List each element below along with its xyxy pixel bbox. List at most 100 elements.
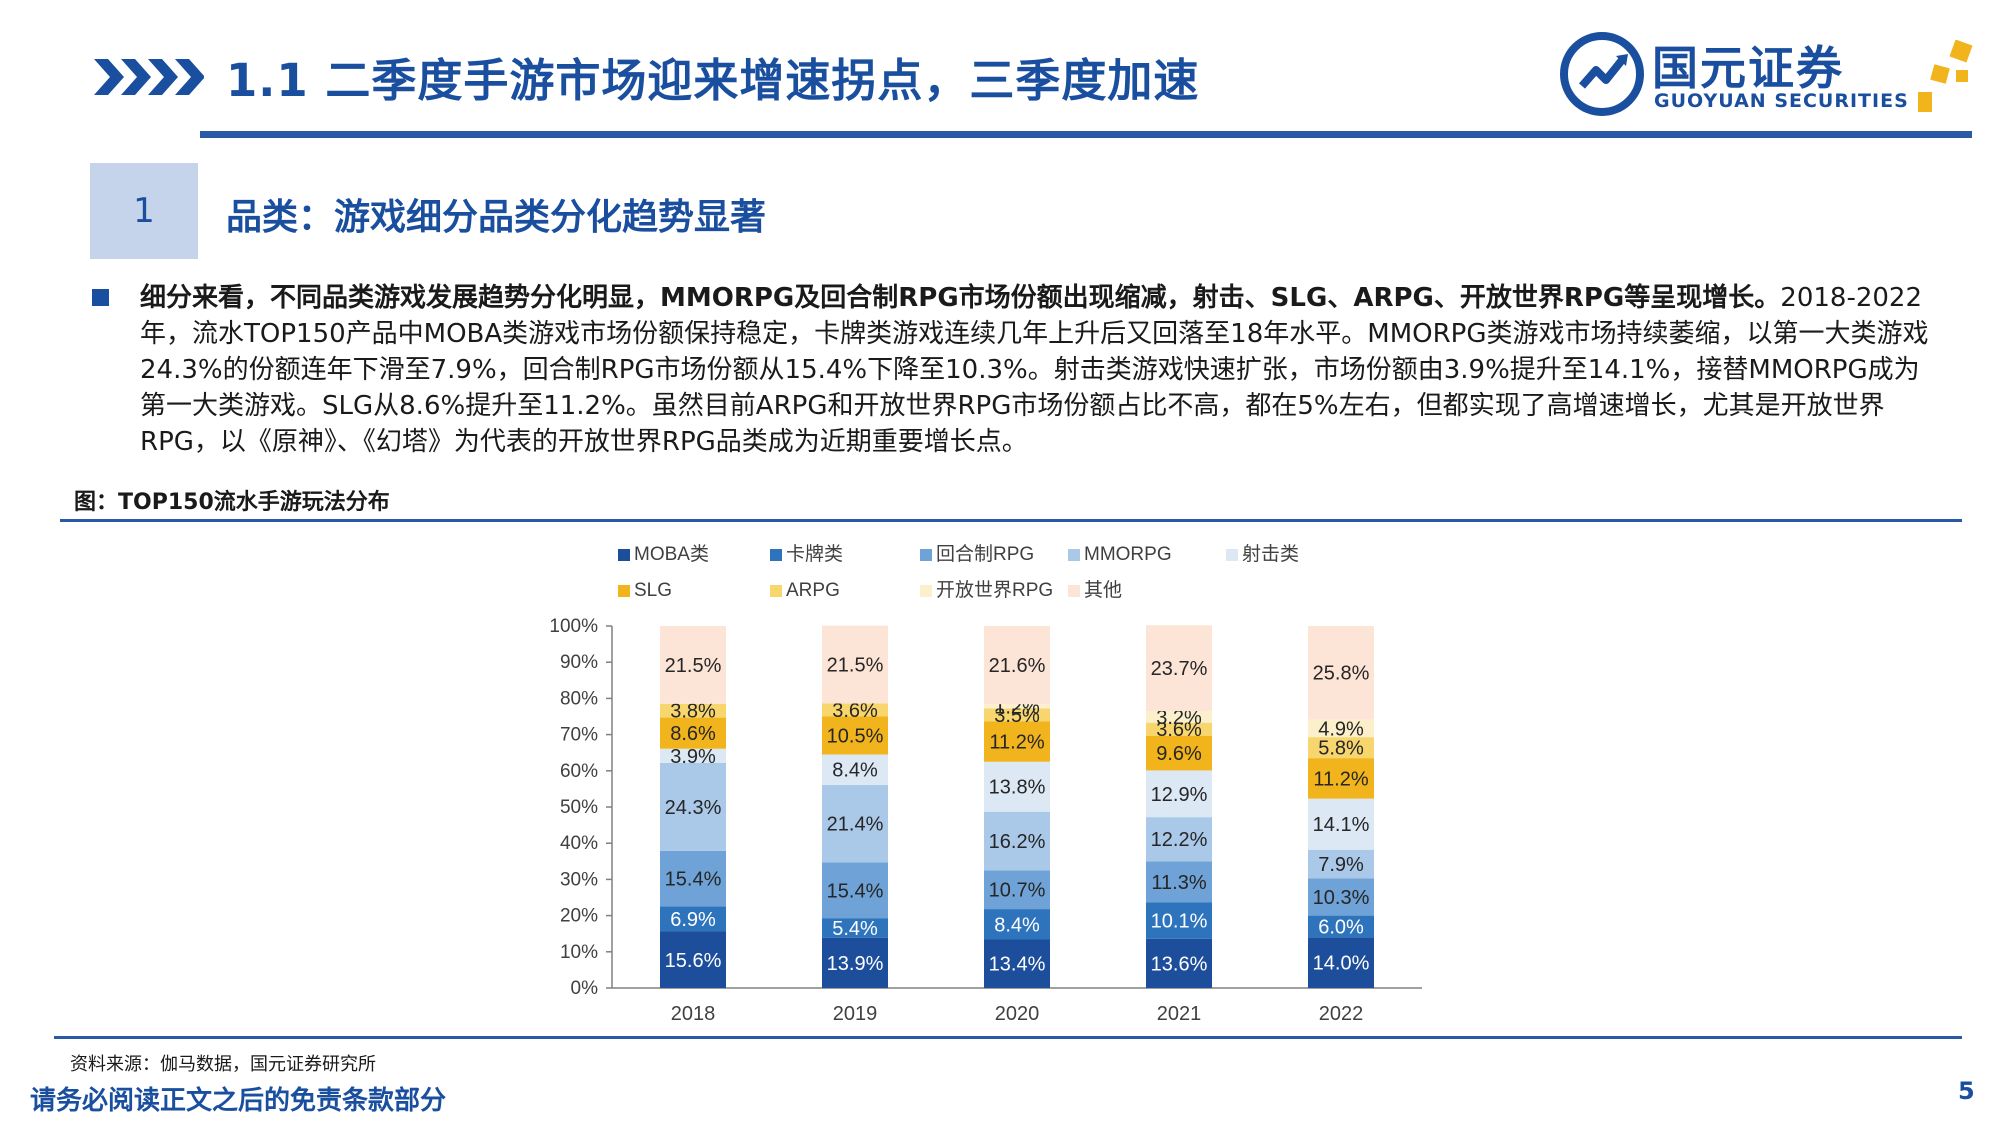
legend-label: 射击类 bbox=[1242, 543, 1299, 565]
bar-segment bbox=[984, 909, 1050, 940]
bar-segment bbox=[1308, 758, 1374, 799]
bar-segment bbox=[984, 939, 1050, 988]
legend-label: 开放世界RPG bbox=[936, 579, 1053, 601]
logo-emblem-icon bbox=[1560, 32, 1644, 116]
figure-caption: 图：TOP150流水手游玩法分布 bbox=[74, 490, 390, 515]
y-tick-label: 60% bbox=[560, 761, 598, 782]
data-label: 5.4% bbox=[832, 918, 878, 940]
legend-swatch bbox=[618, 585, 630, 597]
data-label: 14.0% bbox=[1313, 953, 1370, 975]
data-label: 10.1% bbox=[1151, 910, 1208, 932]
data-label: 6.9% bbox=[670, 909, 716, 931]
body-paragraph: 细分来看，不同品类游戏发展趋势分化明显，MMORPG及回合制RPG市场份额出现缩… bbox=[140, 280, 1940, 486]
disclaimer-link[interactable]: 请务必阅读正文之后的免责条款部分 bbox=[30, 1086, 447, 1116]
logo-text-cn: 国元证券 bbox=[1652, 41, 1844, 95]
y-tick-label: 80% bbox=[560, 688, 598, 709]
bar-segment bbox=[1146, 711, 1212, 723]
data-label: 11.3% bbox=[1151, 872, 1206, 894]
legend-label: SLG bbox=[634, 580, 672, 601]
data-label: 15.4% bbox=[665, 869, 722, 891]
bar-segment bbox=[1146, 625, 1212, 712]
x-tick-label: 2020 bbox=[995, 1003, 1040, 1025]
data-label: 3.9% bbox=[670, 746, 716, 768]
logo-gold-squares-icon bbox=[1918, 40, 1973, 112]
data-label: 5.8% bbox=[1318, 738, 1364, 760]
data-label: 11.2% bbox=[1313, 768, 1368, 790]
data-label: 13.8% bbox=[989, 777, 1046, 799]
y-tick-label: 90% bbox=[560, 652, 598, 673]
bar-segment bbox=[1146, 817, 1212, 862]
bar-segment bbox=[984, 811, 1050, 871]
bar-segment bbox=[1146, 902, 1212, 939]
bar-segment bbox=[822, 784, 888, 863]
caption-divider bbox=[60, 519, 1962, 522]
data-label: 8.4% bbox=[832, 760, 878, 782]
logo-text-en: GUOYUAN SECURITIES bbox=[1654, 90, 1909, 112]
bar-segment bbox=[984, 761, 1050, 812]
data-label: 8.6% bbox=[670, 723, 716, 745]
legend-swatch bbox=[770, 549, 782, 561]
data-label: 21.5% bbox=[665, 655, 722, 677]
bar-segment bbox=[660, 717, 726, 749]
section-title: 品类：游戏细分品类分化趋势显著 bbox=[226, 197, 767, 238]
data-label: 12.9% bbox=[1151, 784, 1208, 806]
bar-segment bbox=[1308, 719, 1374, 738]
legend-swatch bbox=[920, 549, 932, 561]
legend-label: MMORPG bbox=[1084, 544, 1172, 565]
legend-swatch bbox=[1068, 549, 1080, 561]
bar-segment bbox=[1146, 938, 1212, 988]
page-number: 5 bbox=[1958, 1077, 1975, 1105]
stacked-bar-chart: MOBA类 卡牌类 回合制RPG MMORPG 射击类 SLG ARPG 开放世界RPG 其他 0… bbox=[549, 543, 1422, 1025]
legend-label: 回合制RPG bbox=[936, 543, 1034, 565]
bar-segment bbox=[984, 704, 1050, 709]
x-tick-label: 2021 bbox=[1157, 1003, 1202, 1025]
y-tick-label: 0% bbox=[571, 978, 599, 999]
bar-segment bbox=[822, 625, 888, 704]
bar-segment bbox=[822, 862, 888, 919]
data-label: 10.7% bbox=[989, 880, 1046, 902]
legend-label: MOBA类 bbox=[634, 543, 709, 565]
bar-segment bbox=[1146, 861, 1212, 903]
legend-swatch bbox=[1068, 585, 1080, 597]
legend-label: ARPG bbox=[786, 580, 840, 601]
legend-swatch bbox=[920, 585, 932, 597]
data-label: 21.4% bbox=[827, 814, 884, 836]
bar-segment bbox=[660, 850, 726, 907]
data-label: 13.9% bbox=[827, 953, 884, 975]
data-label: 11.2% bbox=[989, 731, 1044, 753]
data-label: 24.3% bbox=[665, 797, 722, 819]
page-title: 1.1 二季度手游市场迎来增速拐点，三季度加速 bbox=[226, 54, 1200, 107]
bar-segment bbox=[660, 906, 726, 932]
legend-swatch bbox=[618, 549, 630, 561]
data-label: 3.6% bbox=[1156, 719, 1202, 741]
data-label: 3.2% bbox=[1156, 707, 1202, 729]
data-label: 25.8% bbox=[1313, 663, 1370, 685]
x-tick-label: 2022 bbox=[1319, 1003, 1364, 1025]
bar-segment bbox=[1146, 722, 1212, 736]
bar-segment bbox=[660, 931, 726, 988]
source-note: 资料来源：伽马数据，国元证券研究所 bbox=[70, 1054, 376, 1075]
data-label: 3.5% bbox=[994, 705, 1040, 727]
legend-label: 卡牌类 bbox=[786, 543, 843, 565]
bar-segment bbox=[1308, 849, 1374, 879]
data-label: 10.5% bbox=[827, 726, 884, 748]
bar-segment bbox=[1146, 735, 1212, 771]
data-label: 13.4% bbox=[989, 954, 1046, 976]
legend-swatch bbox=[1226, 549, 1238, 561]
bar-segment bbox=[1308, 626, 1374, 720]
data-label: 15.6% bbox=[665, 950, 722, 972]
bar-segment bbox=[1146, 770, 1212, 818]
title-divider bbox=[200, 131, 1972, 138]
y-tick-label: 70% bbox=[560, 725, 598, 746]
bullet-square-icon bbox=[92, 289, 109, 306]
data-label: 12.2% bbox=[1151, 829, 1208, 851]
bar-segment bbox=[984, 708, 1050, 722]
data-label: 3.6% bbox=[832, 700, 878, 722]
y-tick-label: 10% bbox=[560, 942, 598, 963]
bar-segment bbox=[822, 703, 888, 717]
data-label: 10.3% bbox=[1313, 887, 1370, 909]
data-label: 21.5% bbox=[827, 655, 884, 677]
bar-segment bbox=[822, 716, 888, 755]
bar-segment bbox=[1308, 915, 1374, 938]
paragraph-lead: 细分来看，不同品类游戏发展趋势分化明显，MMORPG及回合制RPG市场份额出现缩… bbox=[140, 283, 1781, 313]
